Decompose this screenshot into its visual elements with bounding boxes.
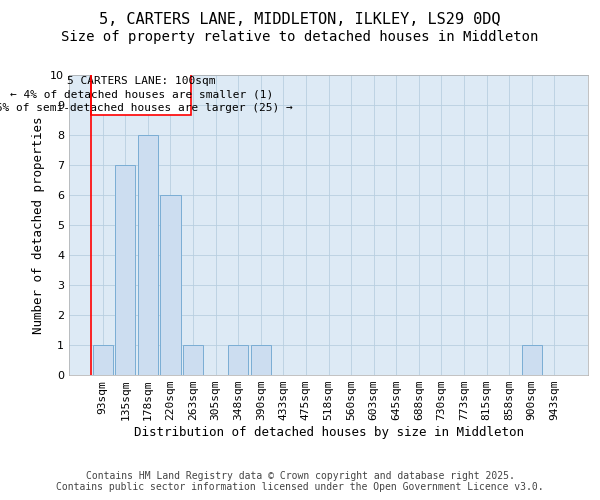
Bar xyxy=(228,345,248,375)
Y-axis label: Number of detached properties: Number of detached properties xyxy=(32,116,44,334)
Text: Size of property relative to detached houses in Middleton: Size of property relative to detached ho… xyxy=(61,30,539,44)
Bar xyxy=(138,135,158,375)
X-axis label: Distribution of detached houses by size in Middleton: Distribution of detached houses by size … xyxy=(133,426,523,439)
Bar xyxy=(521,345,542,375)
Text: 5 CARTERS LANE: 100sqm
← 4% of detached houses are smaller (1)
96% of semi-detac: 5 CARTERS LANE: 100sqm ← 4% of detached … xyxy=(0,76,293,112)
Bar xyxy=(115,165,136,375)
Text: 5, CARTERS LANE, MIDDLETON, ILKLEY, LS29 0DQ: 5, CARTERS LANE, MIDDLETON, ILKLEY, LS29… xyxy=(99,12,501,28)
Text: Contains HM Land Registry data © Crown copyright and database right 2025.
Contai: Contains HM Land Registry data © Crown c… xyxy=(56,471,544,492)
Bar xyxy=(183,345,203,375)
Bar xyxy=(160,195,181,375)
Bar xyxy=(92,345,113,375)
Bar xyxy=(251,345,271,375)
Bar xyxy=(91,74,191,114)
